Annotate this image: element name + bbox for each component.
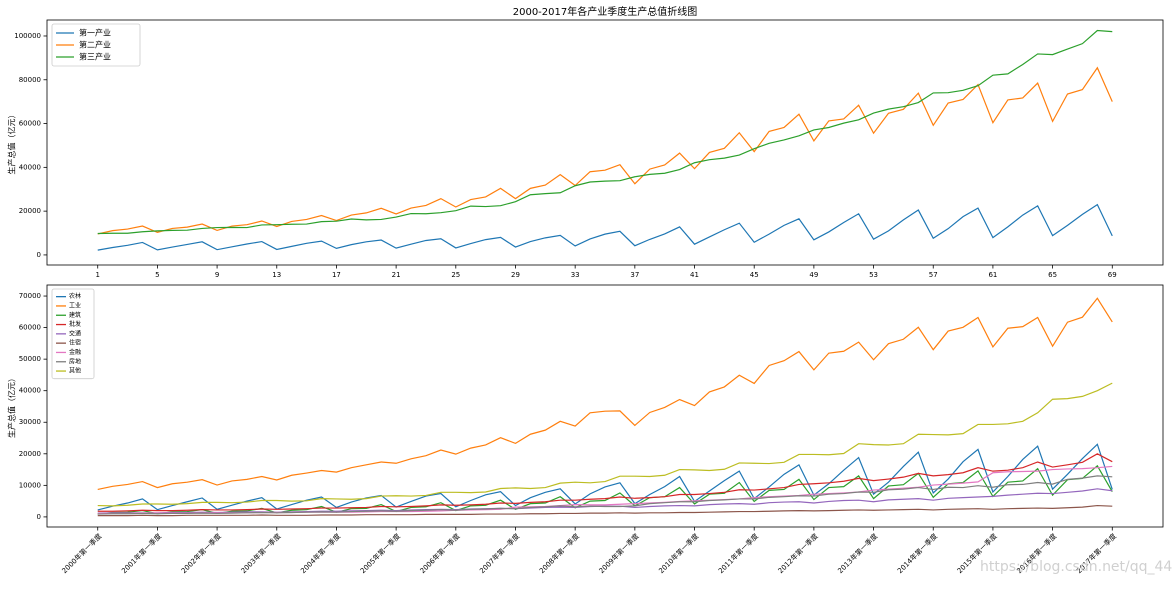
- legend-label: 住宿: [69, 339, 81, 347]
- series-line: [97, 475, 1113, 515]
- y-tick-label: 30000: [19, 418, 41, 426]
- y-tick-label: 50000: [19, 355, 41, 363]
- legend-label: 建筑: [69, 311, 81, 319]
- chart-title: 2000-2017年各产业季度生产总值折线图: [513, 5, 698, 18]
- y-tick-label: 60000: [19, 324, 41, 332]
- legend-label: 金融: [69, 348, 81, 356]
- series-line: [97, 66, 1113, 235]
- x-tick-label: 37: [630, 271, 639, 279]
- y-tick-label: 0: [37, 251, 41, 259]
- x-tick-label: 25: [451, 271, 460, 279]
- legend-label: 农林: [69, 292, 81, 300]
- series-line: [97, 382, 1113, 507]
- series-line: [97, 443, 1113, 511]
- legend-label: 第二产业: [79, 40, 111, 50]
- y-tick-label: 80000: [19, 76, 41, 84]
- series-line: [97, 297, 1113, 491]
- x-tick-label: 17: [332, 271, 341, 279]
- x-tick-label: 49: [809, 271, 818, 279]
- x-tick-label: 1: [95, 271, 99, 279]
- legend-label: 其他: [69, 367, 81, 375]
- legend-box: [51, 288, 95, 380]
- series-line: [97, 453, 1113, 512]
- y-tick-label: 40000: [19, 163, 41, 171]
- axes-frame: [46, 284, 1164, 528]
- legend-label: 房地: [69, 357, 81, 365]
- x-tick-label: 5: [155, 271, 159, 279]
- x-tick-label: 41: [690, 271, 699, 279]
- y-tick-label: 0: [37, 513, 41, 521]
- x-tick-label: 61: [988, 271, 997, 279]
- x-tick-label: 13: [272, 271, 281, 279]
- y-tick-label: 40000: [19, 387, 41, 395]
- watermark: https://blog.csdn.net/qq_44670803: [980, 559, 1172, 575]
- y-tick-label: 60000: [19, 120, 41, 128]
- y-axis-label: 生产总值（亿元）: [7, 374, 17, 438]
- series-line: [97, 29, 1113, 235]
- y-tick-label: 10000: [19, 481, 41, 489]
- legend-box: [51, 23, 141, 67]
- x-tick-label: 33: [571, 271, 580, 279]
- x-tick-label: 45: [750, 271, 759, 279]
- x-tick-label: 69: [1108, 271, 1117, 279]
- y-tick-label: 20000: [19, 207, 41, 215]
- x-tick-label: 53: [869, 271, 878, 279]
- series-line: [97, 203, 1113, 251]
- series-line: [97, 504, 1113, 517]
- legend-label: 批发: [69, 320, 81, 328]
- x-tick-label: 57: [929, 271, 938, 279]
- x-tick-label: 29: [511, 271, 520, 279]
- legend-label: 工业: [69, 301, 81, 309]
- x-tick-label: 9: [215, 271, 219, 279]
- x-tick-label: 65: [1048, 271, 1057, 279]
- y-tick-label: 100000: [14, 32, 41, 40]
- axes-frame: [46, 19, 1164, 266]
- legend-label: 第三产业: [79, 52, 111, 62]
- legend-label: 交通: [69, 329, 81, 337]
- legend-label: 第一产业: [79, 28, 111, 38]
- x-tick-label: 21: [392, 271, 401, 279]
- y-axis-label: 生产总值（亿元）: [7, 111, 17, 175]
- y-tick-label: 20000: [19, 450, 41, 458]
- y-tick-label: 70000: [19, 292, 41, 300]
